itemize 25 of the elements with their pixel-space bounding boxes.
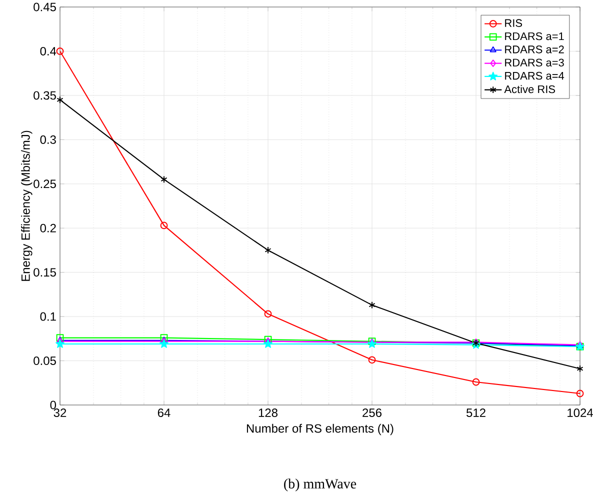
y-axis-title: Energy Efficiency (Mbits/mJ): [21, 130, 32, 281]
y-tick-label: 0.05: [34, 356, 56, 366]
legend-label: RDARS a=1: [505, 32, 564, 40]
x-tick-label: 64: [158, 408, 170, 418]
legend-label: RDARS a=2: [505, 46, 564, 54]
x-tick-label: 256: [362, 408, 382, 418]
y-tick-label: 0.45: [34, 2, 56, 12]
x-tick-label: 32: [54, 408, 66, 418]
y-tick-label: 0.4: [40, 46, 56, 56]
legend-label: Active RIS: [504, 85, 556, 94]
y-tick-label: 0.15: [34, 268, 56, 277]
y-tick-label: 0: [50, 400, 56, 410]
y-tick-label: 0.35: [34, 91, 56, 100]
x-axis-title: Number of RS elements (N): [246, 424, 394, 436]
legend-label: RIS: [505, 19, 522, 27]
legend-label: RDARS a=3: [505, 58, 564, 66]
text: (b) mmWave: [284, 478, 356, 492]
x-tick-label: 1024: [568, 408, 593, 418]
y-tick-label: 0.25: [34, 180, 56, 188]
legend-label: RDARS a=4: [505, 72, 564, 80]
y-tick-label: 0.1: [40, 312, 56, 321]
y-tick-label: 0.3: [40, 135, 56, 144]
x-tick-label: 512: [466, 408, 486, 418]
x-tick-label: 128: [258, 408, 278, 418]
y-tick-label: 0.2: [40, 224, 56, 232]
